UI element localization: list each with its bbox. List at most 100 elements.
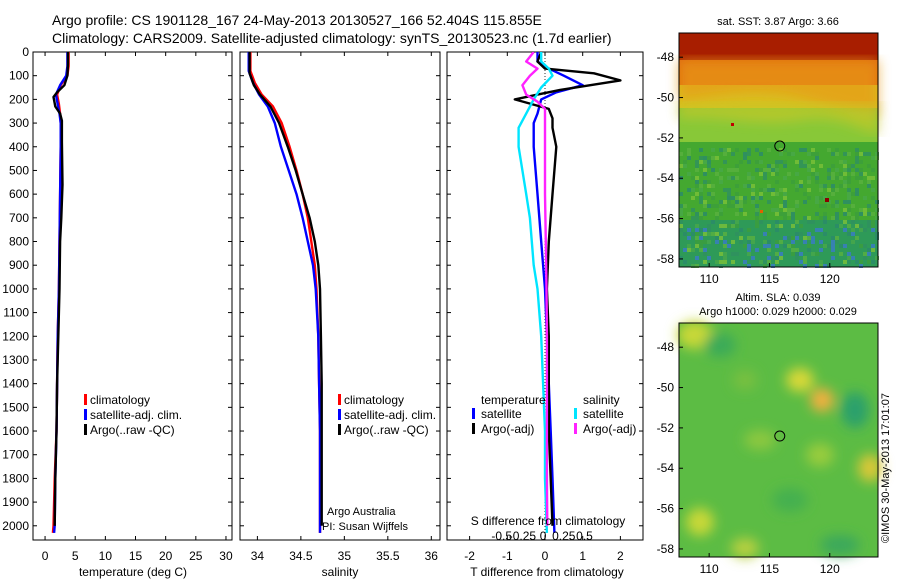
x-tick-label: 30 <box>219 549 233 563</box>
sst-pixel <box>847 180 851 184</box>
lat-tick-label: -52 <box>657 131 675 145</box>
sst-pixel <box>871 244 875 248</box>
sst-pixel <box>735 196 739 200</box>
sst-hot-pixel <box>825 198 829 202</box>
legend-title-salinity: salinity <box>583 393 620 407</box>
lat-tick-label: -54 <box>657 461 675 475</box>
salinity-depth-ticks <box>240 51 440 527</box>
sst-pixel <box>695 180 699 184</box>
sst-pixel <box>859 264 863 268</box>
sst-pixel <box>859 168 863 172</box>
sst-pixel <box>683 260 687 264</box>
sst-pixel <box>699 216 703 220</box>
sst-pixel <box>743 184 747 188</box>
sst-pixel <box>807 216 811 220</box>
sst-pixel <box>715 156 719 160</box>
sst-pixel <box>703 172 707 176</box>
sst-pixel <box>799 232 803 236</box>
sst-pixel <box>875 208 879 212</box>
sla-lon-axis: 110 115 120 <box>700 553 840 576</box>
sst-pixel <box>787 212 791 216</box>
salinity-diff-tick-label: -0.25 <box>509 529 537 543</box>
sst-pixel <box>755 204 759 208</box>
sst-pixel <box>747 252 751 256</box>
sst-pixel <box>835 224 839 228</box>
sst-pixel <box>855 224 859 228</box>
sst-pixel <box>847 212 851 216</box>
sla-anomaly-low <box>820 535 860 555</box>
sla-anomaly-mid <box>744 430 776 450</box>
sst-pixel <box>855 156 859 160</box>
sst-pixel <box>695 244 699 248</box>
sst-pixel <box>691 216 695 220</box>
sst-pixel <box>699 240 703 244</box>
sst-pixel <box>703 248 707 252</box>
sst-pixel <box>683 232 687 236</box>
series-line-argo <box>248 52 323 526</box>
lat-tick-label: -50 <box>657 91 675 105</box>
sst-pixel <box>763 232 767 236</box>
sst-pixel <box>783 160 787 164</box>
sst-pixel <box>807 248 811 252</box>
sst-pixel <box>815 252 819 256</box>
sst-pixel <box>767 188 771 192</box>
sst-pixel <box>699 244 703 248</box>
depth-tick-label: 1500 <box>2 400 29 414</box>
salinity-legend: climatology satellite-adj. clim. Argo(..… <box>338 393 436 437</box>
sst-pixel <box>835 148 839 152</box>
sst-pixel <box>823 244 827 248</box>
sst-pixel <box>711 232 715 236</box>
sst-pixel <box>859 260 863 264</box>
legend-swatch-climatology <box>338 394 341 405</box>
sst-pixel <box>683 164 687 168</box>
sst-pixel <box>679 192 683 196</box>
sst-pixel <box>787 236 791 240</box>
argo-location-marker <box>774 430 786 442</box>
sst-map-frame <box>678 32 879 268</box>
sst-pixel <box>783 216 787 220</box>
sst-pixel <box>771 188 775 192</box>
sst-pixel <box>875 152 879 156</box>
sst-pixel <box>819 216 823 220</box>
sst-pixel <box>803 264 807 268</box>
lat-tick-label: -48 <box>657 50 675 64</box>
sst-pixel <box>807 164 811 168</box>
sst-pixel <box>791 224 795 228</box>
sst-pixel <box>695 236 699 240</box>
x-tick-label: 10 <box>99 549 113 563</box>
sst-pixel <box>863 152 867 156</box>
sst-pixel <box>779 188 783 192</box>
sst-pixel <box>691 188 695 192</box>
x-tick-label: 1 <box>579 549 586 563</box>
sst-pixel <box>719 200 723 204</box>
sst-pixel <box>839 184 843 188</box>
sst-pixel <box>819 204 823 208</box>
sst-pixel <box>739 196 743 200</box>
sst-pixel <box>791 248 795 252</box>
sst-pixel <box>683 204 687 208</box>
sst-pixel <box>847 224 851 228</box>
argo-location-marker <box>774 140 786 152</box>
sst-pixel <box>823 232 827 236</box>
sst-pixel <box>847 260 851 264</box>
sst-pixel <box>767 148 771 152</box>
sst-pixel <box>747 244 751 248</box>
sst-pixel <box>723 256 727 260</box>
legend-label-satellite-s: satellite <box>583 407 624 421</box>
sst-pixel <box>719 180 723 184</box>
sst-pixel <box>843 212 847 216</box>
sst-pixel <box>851 172 855 176</box>
sst-pixel <box>843 180 847 184</box>
depth-tick-label: 400 <box>9 140 29 154</box>
depth-tick-label: 1300 <box>2 353 29 367</box>
sst-pixel <box>743 152 747 156</box>
sst-pixel <box>775 208 779 212</box>
sst-pixel <box>783 204 787 208</box>
sst-pixel <box>735 164 739 168</box>
sst-pixel <box>755 160 759 164</box>
sst-pixel <box>695 212 699 216</box>
sst-pixel <box>747 172 751 176</box>
sst-pixel <box>735 200 739 204</box>
sst-pixel <box>731 196 735 200</box>
sst-pixel <box>683 160 687 164</box>
